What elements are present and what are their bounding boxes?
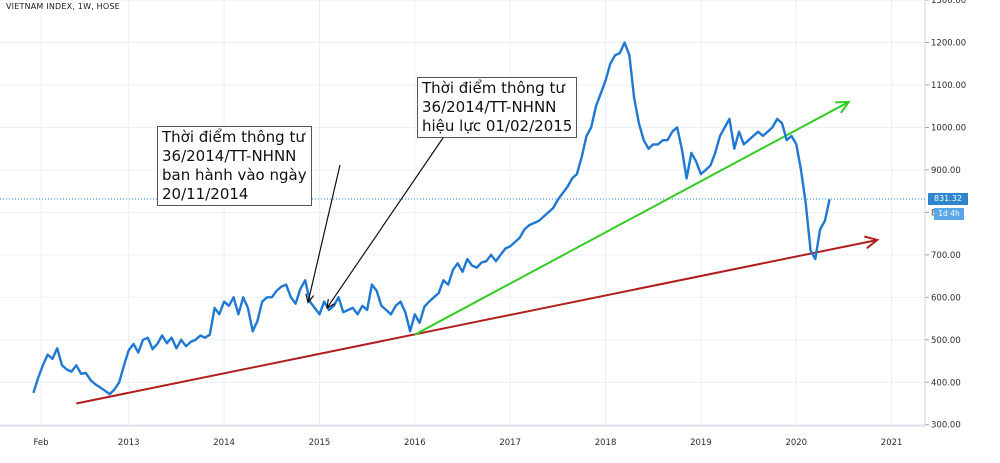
last-price-badge: 831.32 [928,193,968,205]
annotation-issued: Thời điểm thông tư 36/2014/TT-NHNN ban h… [157,126,312,206]
y-tick-label: 700.00 [931,251,961,261]
y-tick-label: 300.00 [931,421,961,431]
annotation-leader-line [307,164,341,303]
support-trendline [76,238,878,405]
x-tick-label: 2013 [118,438,140,448]
annotation-effective-line-2: 36/2014/TT-NHNN [422,98,557,116]
x-tick-label: Feb [33,438,48,448]
annotation-effective: Thời điểm thông tư 36/2014/TT-NHNN hiệu … [417,77,578,138]
y-tick-label: 600.00 [931,293,961,303]
y-tick-label: 1300.00 [931,0,966,6]
annotation-issued-line-2: 36/2014/TT-NHNN [162,147,297,165]
annotation-issued-line-1: Thời điểm thông tư [162,128,305,146]
x-tick-label: 2021 [881,438,903,448]
index-price-line [32,41,831,396]
y-tick-label: 1200.00 [931,38,966,48]
annotation-effective-line-1: Thời điểm thông tư [422,79,565,97]
y-tick-label: 1100.00 [931,81,966,91]
x-tick-label: 2017 [499,438,521,448]
annotation-issued-line-3: ban hành vào ngày [162,166,307,184]
x-tick-label: 2014 [213,438,235,448]
annotation-leader-line [326,134,446,309]
x-tick-label: 2020 [785,438,807,448]
x-tick-label: 2015 [309,438,331,448]
annotation-effective-line-3: hiệu lực 01/02/2015 [422,117,573,135]
annotation-arrowhead [305,293,315,304]
y-tick-label: 500.00 [931,336,961,346]
y-tick-label: 900.00 [931,166,961,176]
chart-title: VIETNAM INDEX, 1W, HOSE [6,2,120,11]
x-tick-label: 2016 [404,438,426,448]
support-trendline-arrow [864,235,880,250]
y-tick-label: 1000.00 [931,123,966,133]
y-tick-label: 400.00 [931,378,961,388]
x-tick-label: 2019 [690,438,712,448]
rising-trendline-arrow [835,100,851,114]
annotation-arrowhead [326,298,336,310]
timeframe-badge: 1d 4h [934,208,964,220]
x-tick-label: 2018 [595,438,617,448]
rising-trendline [414,101,850,336]
annotation-issued-line-4: 20/11/2014 [162,185,249,203]
